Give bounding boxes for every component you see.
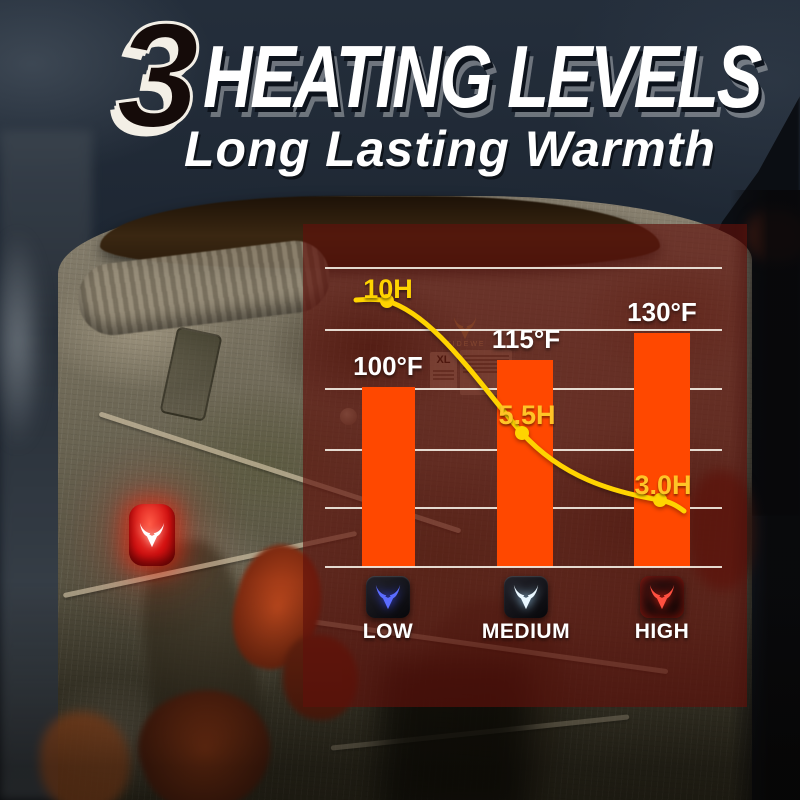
- bar-high: [634, 333, 690, 567]
- runtime-point-low: [380, 294, 394, 308]
- gridline: [325, 329, 722, 331]
- runtime-point-medium: [515, 426, 529, 440]
- chart-panel: 100°F 115°F 130°F 10H 5.5H 3.0H: [303, 224, 747, 707]
- runtime-label-high: 3.0H: [634, 470, 692, 500]
- bar-low: [362, 387, 415, 567]
- level-label-low: LOW: [362, 620, 414, 643]
- temp-label-high: 130°F: [627, 297, 697, 327]
- runtime-line-chart: [353, 294, 687, 514]
- level-label-high: HIGH: [634, 620, 690, 643]
- baseline-gridline: [325, 566, 722, 568]
- runtime-label-medium: 5.5H: [498, 400, 556, 430]
- runtime-label-low: 10H: [363, 274, 413, 304]
- page-subtitle: Long Lasting Warmth: [184, 121, 716, 177]
- temp-label-medium: 115°F: [491, 324, 561, 354]
- temp-label-low: 100°F: [353, 351, 423, 381]
- level-button-high: [640, 576, 684, 618]
- bar-medium: [497, 360, 553, 567]
- level-button-medium: [504, 576, 548, 618]
- tidewe-shield-icon: [375, 584, 401, 610]
- heated-power-button: [129, 504, 175, 566]
- power-shield-icon: [139, 522, 165, 548]
- runtime-point-high: [653, 493, 667, 507]
- snow-patch: [0, 230, 45, 450]
- tidewe-shield-icon: [513, 584, 539, 610]
- tidewe-shield-icon: [649, 584, 675, 610]
- level-button-low: [366, 576, 410, 618]
- page-title: HEATING LEVELS: [203, 27, 762, 126]
- gridline: [325, 267, 722, 269]
- level-count-numeral: 3: [114, 0, 200, 159]
- level-label-medium: MEDIUM: [481, 620, 571, 643]
